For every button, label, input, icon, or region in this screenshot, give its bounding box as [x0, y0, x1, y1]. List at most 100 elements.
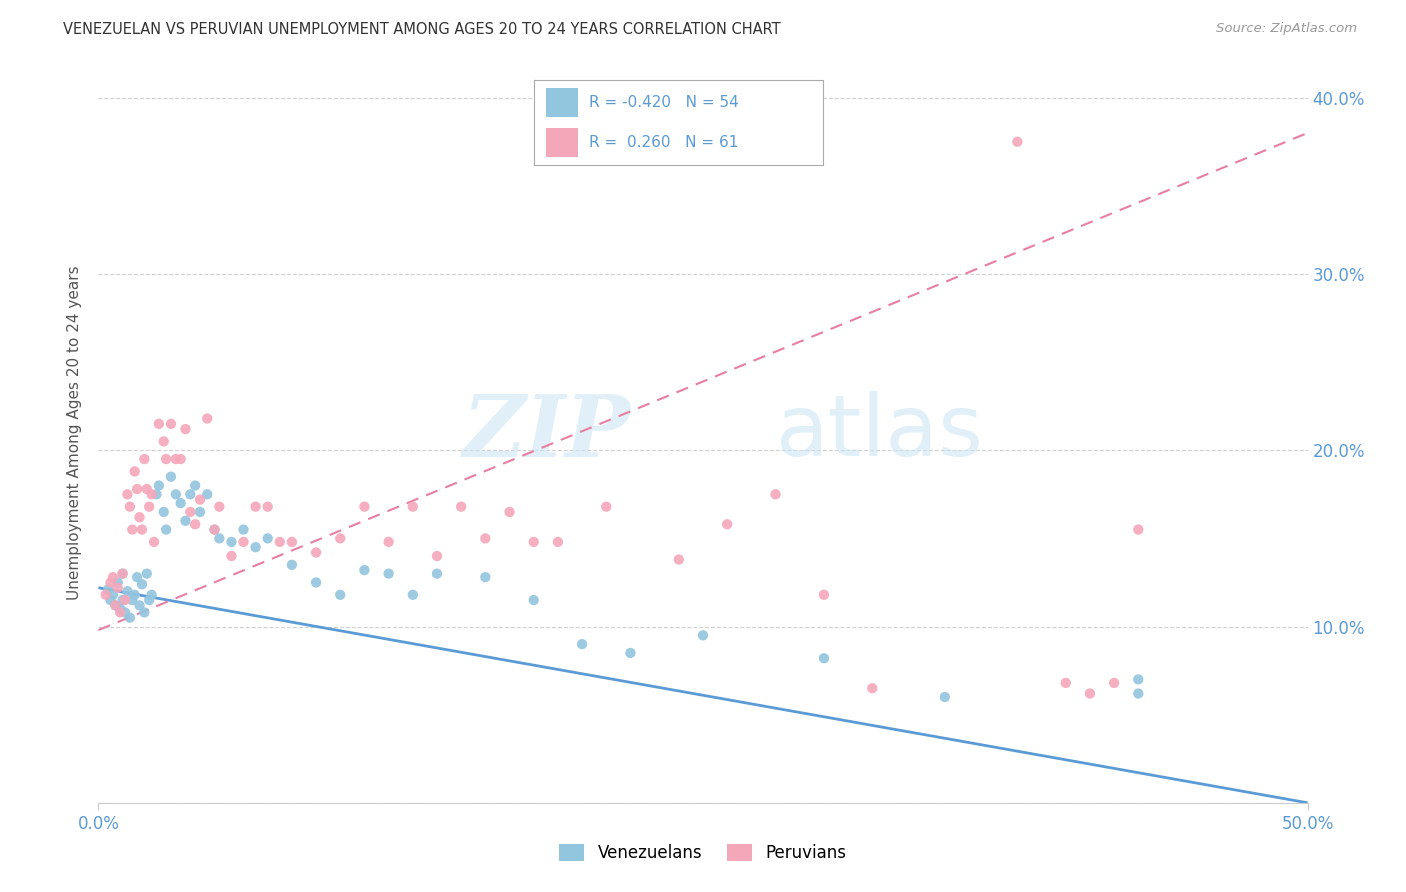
Point — [232, 535, 254, 549]
Point — [329, 532, 352, 546]
Point — [305, 575, 328, 590]
Point — [94, 588, 117, 602]
Point — [165, 452, 187, 467]
Point — [1102, 676, 1125, 690]
Point — [204, 523, 226, 537]
Point — [108, 602, 131, 616]
Point — [179, 487, 201, 501]
Point — [221, 535, 243, 549]
Point — [138, 500, 160, 514]
Point — [152, 434, 174, 449]
Point — [402, 500, 425, 514]
Point — [145, 487, 167, 501]
Point — [169, 496, 191, 510]
Point — [107, 581, 129, 595]
Point — [269, 535, 291, 549]
Text: R = -0.420   N = 54: R = -0.420 N = 54 — [589, 95, 738, 110]
Point — [668, 552, 690, 566]
Point — [1078, 686, 1101, 700]
Point — [128, 599, 150, 613]
Point — [100, 575, 122, 590]
Point — [353, 563, 375, 577]
Point — [131, 523, 153, 537]
Point — [160, 469, 183, 483]
Point — [135, 482, 157, 496]
Point — [101, 588, 124, 602]
Point — [174, 514, 197, 528]
Point — [195, 411, 218, 425]
Point — [138, 593, 160, 607]
Point — [1128, 673, 1150, 687]
Point — [118, 500, 141, 514]
Point — [108, 606, 131, 620]
Point — [860, 681, 883, 696]
Point — [692, 628, 714, 642]
Point — [547, 535, 569, 549]
Point — [134, 606, 156, 620]
Point — [426, 549, 449, 563]
Point — [1128, 686, 1150, 700]
Legend: Venezuelans, Peruvians: Venezuelans, Peruvians — [553, 837, 853, 869]
Point — [281, 558, 304, 572]
Point — [1054, 676, 1077, 690]
Point — [474, 532, 496, 546]
Point — [353, 500, 375, 514]
Point — [1128, 523, 1150, 537]
Point — [114, 593, 136, 607]
Point — [104, 599, 127, 613]
Point — [117, 584, 139, 599]
Point — [104, 599, 127, 613]
Point — [169, 452, 191, 467]
Point — [208, 500, 231, 514]
Text: ZIP: ZIP — [463, 391, 630, 475]
Point — [121, 523, 143, 537]
Text: R =  0.260   N = 61: R = 0.260 N = 61 — [589, 135, 738, 150]
Point — [179, 505, 201, 519]
Point — [426, 566, 449, 581]
Point — [134, 452, 156, 467]
Point — [402, 588, 425, 602]
Point — [141, 588, 163, 602]
Point — [114, 606, 136, 620]
Point — [256, 532, 278, 546]
Point — [716, 517, 738, 532]
Point — [100, 593, 122, 607]
Text: Source: ZipAtlas.com: Source: ZipAtlas.com — [1216, 22, 1357, 36]
Point — [117, 487, 139, 501]
Point — [165, 487, 187, 501]
Point — [184, 517, 207, 532]
Point — [148, 417, 170, 431]
Point — [813, 588, 835, 602]
Point — [127, 570, 149, 584]
Point — [118, 610, 141, 624]
Point — [184, 478, 207, 492]
FancyBboxPatch shape — [546, 128, 578, 157]
Point — [131, 577, 153, 591]
Point — [571, 637, 593, 651]
Text: atlas: atlas — [776, 391, 984, 475]
Text: VENEZUELAN VS PERUVIAN UNEMPLOYMENT AMONG AGES 20 TO 24 YEARS CORRELATION CHART: VENEZUELAN VS PERUVIAN UNEMPLOYMENT AMON… — [63, 22, 780, 37]
FancyBboxPatch shape — [546, 88, 578, 117]
Point — [1007, 135, 1029, 149]
Point — [124, 464, 146, 478]
Point — [523, 535, 546, 549]
Point — [101, 570, 124, 584]
Point — [111, 593, 134, 607]
Point — [619, 646, 641, 660]
Point — [174, 422, 197, 436]
Point — [188, 492, 211, 507]
Point — [188, 505, 211, 519]
Point — [148, 478, 170, 492]
Point — [121, 593, 143, 607]
Point — [128, 510, 150, 524]
Point — [124, 588, 146, 602]
Point — [97, 582, 120, 597]
Point — [765, 487, 787, 501]
Point — [221, 549, 243, 563]
Point — [208, 532, 231, 546]
Point — [474, 570, 496, 584]
Point — [523, 593, 546, 607]
Point — [152, 505, 174, 519]
Point — [813, 651, 835, 665]
Point — [143, 535, 166, 549]
